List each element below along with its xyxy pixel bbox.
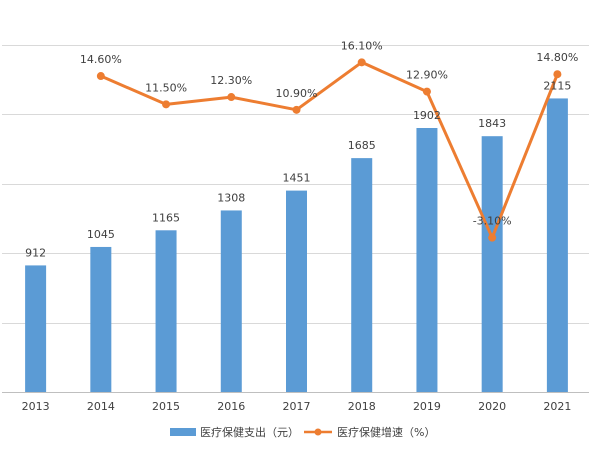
line-marker bbox=[357, 58, 366, 67]
x-tick-label: 2016 bbox=[217, 400, 245, 413]
line-value-label: 14.80% bbox=[536, 51, 578, 64]
line-marker bbox=[553, 70, 562, 79]
line-marker bbox=[227, 93, 236, 102]
bar-series bbox=[25, 98, 568, 393]
bar bbox=[416, 128, 438, 393]
x-axis: 2013 2014 2015 2016 2017 2018 2019 2020 2021 bbox=[22, 400, 572, 413]
bar-value-label: 1685 bbox=[348, 139, 376, 152]
x-tick-label: 2014 bbox=[87, 400, 115, 413]
bar bbox=[546, 98, 568, 393]
growth-line bbox=[100, 60, 559, 240]
x-tick-label: 2018 bbox=[348, 400, 376, 413]
bar bbox=[286, 190, 307, 392]
line-marker bbox=[422, 87, 431, 96]
legend-bar-label: 医疗保健支出（元） bbox=[200, 425, 299, 439]
bar bbox=[25, 265, 47, 392]
bar-value-label: 1451 bbox=[283, 172, 311, 185]
line-series bbox=[96, 58, 562, 242]
bar bbox=[90, 246, 112, 392]
x-tick-label: 2019 bbox=[413, 400, 441, 413]
x-tick-label: 2020 bbox=[478, 400, 506, 413]
bar bbox=[220, 210, 242, 392]
line-value-label: 11.50% bbox=[145, 81, 187, 94]
line-value-label: 10.90% bbox=[276, 87, 318, 100]
data-labels: 912 1045 1165 1308 1451 1685 1902 1843 2115 14.60… bbox=[25, 39, 578, 259]
bar-value-label: 1045 bbox=[87, 228, 115, 241]
legend-bar-swatch bbox=[170, 428, 196, 436]
bar-value-label: 1308 bbox=[217, 191, 245, 204]
line-value-label: 12.90% bbox=[406, 69, 448, 82]
bar-value-label: 912 bbox=[25, 246, 46, 259]
bar-value-label: 1902 bbox=[413, 109, 441, 122]
line-marker bbox=[292, 105, 301, 114]
line-value-label: 14.60% bbox=[80, 53, 122, 66]
line-value-label: 12.30% bbox=[210, 74, 252, 87]
legend: 医疗保健支出（元） 医疗保健增速（%） bbox=[170, 425, 435, 439]
x-tick-label: 2021 bbox=[543, 400, 571, 413]
bar-value-label: 1843 bbox=[478, 117, 506, 130]
bar-value-label: 2115 bbox=[543, 79, 571, 92]
bar bbox=[481, 136, 503, 392]
bar-value-label: 1165 bbox=[152, 211, 180, 224]
line-marker bbox=[162, 100, 171, 109]
line-value-label: 16.10% bbox=[341, 39, 383, 52]
legend-line-label: 医疗保健增速（%） bbox=[337, 425, 435, 439]
line-marker bbox=[96, 72, 105, 81]
legend-line-marker bbox=[314, 428, 322, 436]
line-marker bbox=[488, 233, 497, 242]
line-value-label: -3.10% bbox=[473, 215, 512, 228]
bar bbox=[351, 158, 373, 392]
x-tick-label: 2015 bbox=[152, 400, 180, 413]
x-tick-label: 2013 bbox=[22, 400, 50, 413]
x-tick-label: 2017 bbox=[283, 400, 311, 413]
bar bbox=[155, 230, 177, 392]
